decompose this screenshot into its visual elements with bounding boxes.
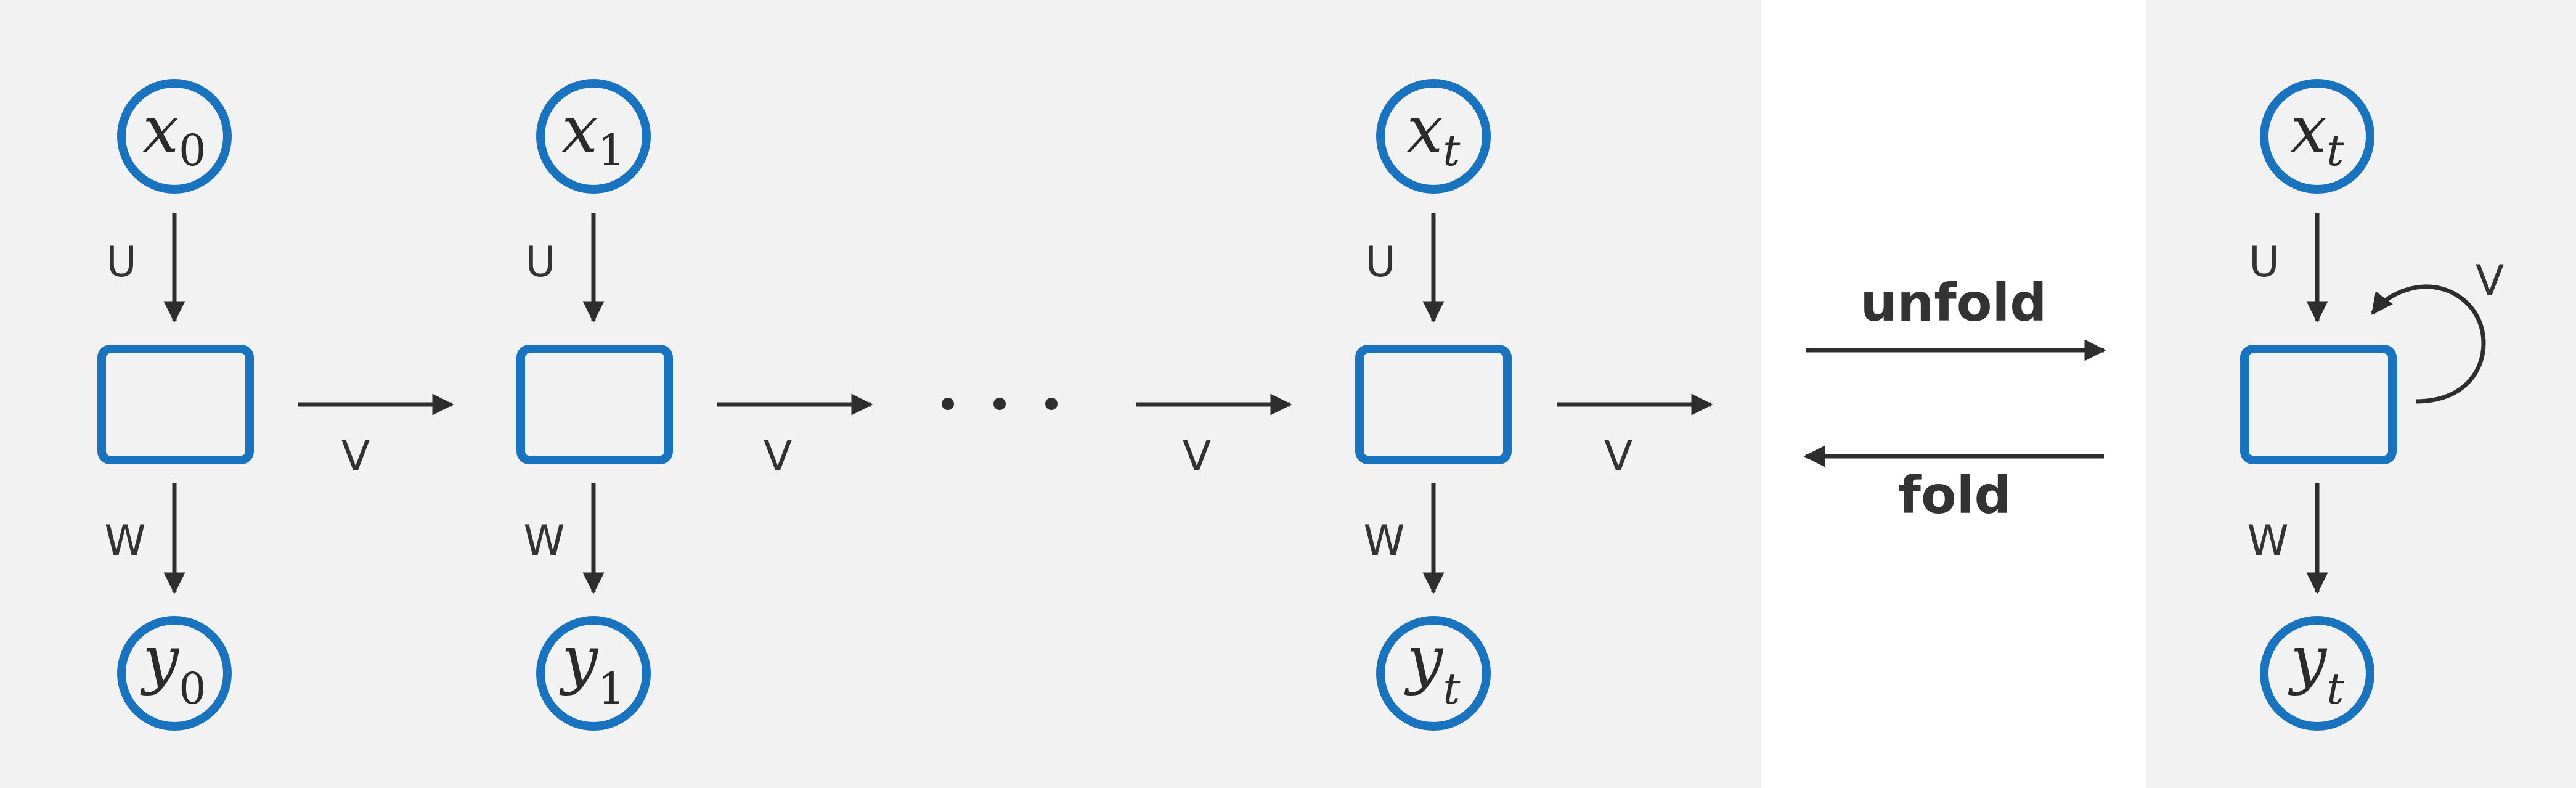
u-weight-label: U (2249, 238, 2280, 287)
input-node-label: x1 (561, 92, 625, 176)
u-weight-label: U (1365, 238, 1396, 287)
output-node-y0 (117, 616, 232, 731)
hidden-state-box (2240, 345, 2397, 464)
ellipsis-dot (1045, 398, 1058, 410)
input-node-x1 (536, 79, 651, 194)
input-node-label: x0 (142, 92, 206, 176)
output-node-label: yt (1404, 622, 1461, 714)
recurrent-v-arrow (2371, 284, 2486, 404)
v-weight-label: V (1604, 432, 1633, 481)
fold-unfold-transform: unfold fold (1803, 273, 2106, 525)
input-node-xt (1376, 79, 1491, 194)
unfolded-panel (0, 0, 1761, 788)
input-node-x0 (117, 79, 232, 194)
w-weight-label: W (1363, 517, 1404, 565)
v-weight-label: V (764, 432, 793, 481)
w-weight-label: W (523, 517, 565, 565)
output-node-label: y0 (140, 622, 206, 714)
output-node-y1 (536, 616, 651, 731)
rnn-cell-0: x0 U W y0 V (97, 79, 454, 731)
u-weight-label: U (106, 238, 137, 287)
ellipsis-dot (993, 398, 1006, 410)
hidden-state-box (97, 345, 254, 464)
input-node-xt (2260, 79, 2374, 194)
input-node-label: xt (1407, 92, 1461, 176)
output-node-label: yt (2288, 622, 2345, 714)
hidden-state-box (516, 345, 673, 464)
ellipsis-dot (942, 398, 954, 410)
v-weight-label: V (1183, 432, 1212, 481)
w-weight-label: W (2247, 517, 2288, 565)
unfold-label: unfold (1861, 273, 2047, 333)
folded-rnn: xt U V W yt (2240, 79, 2505, 731)
output-node-yt (2260, 616, 2374, 731)
v-weight-label: V (2476, 257, 2505, 305)
output-node-yt (1376, 616, 1491, 731)
rnn-cell-1: x1 U W y1 V (516, 79, 873, 731)
w-weight-label: W (104, 517, 145, 565)
v-weight-label: V (341, 432, 370, 481)
input-node-label: xt (2291, 92, 2345, 176)
ellipsis: V (942, 393, 1292, 481)
u-weight-label: U (525, 238, 556, 287)
output-node-label: y1 (559, 622, 625, 714)
folded-panel (2146, 0, 2576, 788)
hidden-state-box (1355, 345, 1512, 464)
fold-label: fold (1898, 465, 2011, 525)
rnn-cell-t: xt U W yt V (1355, 79, 1713, 731)
